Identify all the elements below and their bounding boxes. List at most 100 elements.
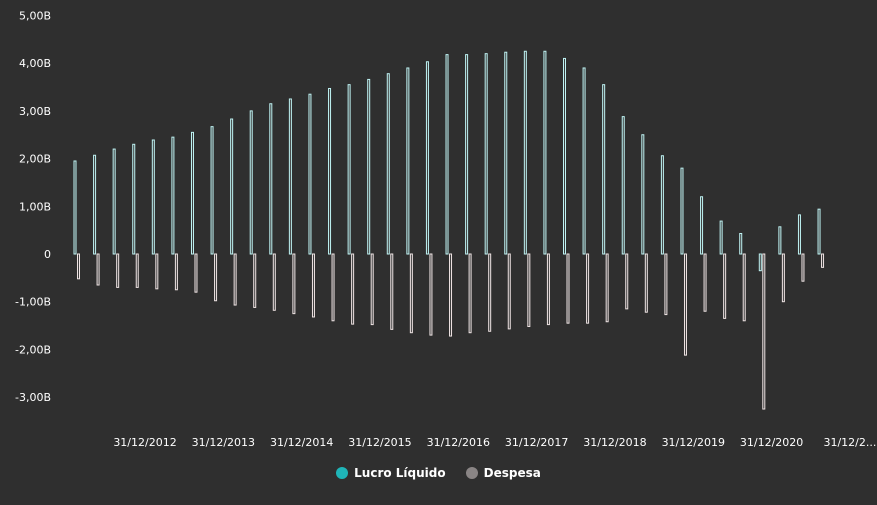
bar-despesa[interactable]: [625, 253, 629, 310]
bar-lucro-liquido[interactable]: [132, 143, 136, 255]
bar-lucro-liquido[interactable]: [386, 73, 390, 255]
x-tick-label: 31/12/2015: [348, 436, 411, 449]
bar-lucro-liquido[interactable]: [269, 103, 273, 255]
bar-despesa[interactable]: [468, 253, 472, 334]
bar-despesa[interactable]: [488, 253, 492, 332]
y-tick-label: 1,00B: [19, 200, 51, 213]
bar-lucro-liquido[interactable]: [425, 61, 429, 255]
bar-lucro-liquido[interactable]: [778, 226, 782, 255]
bar-despesa[interactable]: [409, 253, 413, 334]
bar-lucro-liquido[interactable]: [523, 50, 527, 255]
bar-despesa[interactable]: [546, 253, 550, 326]
bar-lucro-liquido[interactable]: [151, 139, 155, 255]
y-tick-label: -3,00B: [15, 391, 51, 404]
bar-despesa[interactable]: [742, 253, 746, 322]
legend: Lucro Líquido Despesa: [0, 466, 877, 480]
bar-lucro-liquido[interactable]: [817, 208, 821, 255]
bars: [73, 50, 825, 410]
bar-lucro-liquido[interactable]: [758, 253, 762, 272]
bar-despesa[interactable]: [449, 253, 453, 337]
bar-lucro-liquido[interactable]: [602, 84, 606, 255]
x-axis: 31/12/2012 31/12/2013 31/12/2014 31/12/2015…: [113, 436, 876, 449]
bar-despesa[interactable]: [116, 253, 120, 288]
bar-lucro-liquido[interactable]: [406, 67, 410, 255]
bar-lucro-liquido[interactable]: [367, 78, 371, 255]
bar-lucro-liquido[interactable]: [739, 232, 743, 255]
y-tick-label: 0: [44, 248, 51, 261]
bar-lucro-liquido[interactable]: [660, 155, 664, 255]
x-tick-label: 31/12/2013: [192, 436, 255, 449]
bar-lucro-liquido[interactable]: [230, 118, 234, 255]
bar-despesa[interactable]: [253, 253, 257, 308]
y-tick-label: -2,00B: [15, 343, 51, 356]
bar-lucro-liquido[interactable]: [347, 84, 351, 255]
bar-despesa[interactable]: [272, 253, 276, 311]
bar-despesa[interactable]: [644, 253, 648, 313]
bar-lucro-liquido[interactable]: [93, 154, 97, 255]
bar-lucro-liquido[interactable]: [797, 214, 801, 255]
bar-lucro-liquido[interactable]: [504, 51, 508, 255]
bar-despesa[interactable]: [527, 253, 531, 328]
bar-lucro-liquido[interactable]: [700, 196, 704, 255]
bar-lucro-liquido[interactable]: [641, 134, 645, 255]
legend-swatch-lucro: [336, 467, 349, 479]
bar-lucro-liquido[interactable]: [328, 87, 332, 255]
y-tick-label: 5,00B: [19, 10, 51, 23]
bar-lucro-liquido[interactable]: [171, 136, 175, 255]
bar-despesa[interactable]: [155, 253, 159, 290]
bar-despesa[interactable]: [370, 253, 374, 326]
bar-despesa[interactable]: [683, 253, 687, 356]
bar-lucro-liquido[interactable]: [563, 57, 566, 255]
bar-lucro-liquido[interactable]: [484, 53, 488, 255]
bar-despesa[interactable]: [292, 253, 296, 315]
bar-despesa[interactable]: [331, 253, 335, 322]
bar-despesa[interactable]: [194, 253, 198, 293]
bar-despesa[interactable]: [762, 253, 766, 410]
bar-lucro-liquido[interactable]: [288, 98, 292, 255]
bar-lucro-liquido[interactable]: [73, 160, 77, 255]
bar-despesa[interactable]: [801, 253, 805, 282]
legend-swatch-despesa: [465, 467, 478, 479]
bar-despesa[interactable]: [664, 253, 668, 316]
bar-despesa[interactable]: [135, 253, 139, 288]
bar-despesa[interactable]: [605, 253, 609, 323]
bar-lucro-liquido[interactable]: [582, 67, 586, 255]
y-tick-label: -1,00B: [15, 296, 51, 309]
bar-despesa[interactable]: [507, 253, 511, 330]
bar-lucro-liquido[interactable]: [190, 131, 194, 255]
bar-despesa[interactable]: [96, 253, 100, 286]
bar-lucro-liquido[interactable]: [249, 110, 253, 255]
y-axis: 5,00B 4,00B 3,00B 2,00B 1,00B 0 -1,00B -2,00B -3…: [15, 10, 51, 405]
bar-despesa[interactable]: [390, 253, 394, 330]
bar-despesa[interactable]: [174, 253, 178, 291]
bar-despesa[interactable]: [77, 253, 80, 280]
bar-despesa[interactable]: [566, 253, 570, 324]
legend-label-lucro: Lucro Líquido: [354, 466, 446, 480]
bar-lucro-liquido[interactable]: [465, 54, 469, 255]
bar-lucro-liquido[interactable]: [719, 220, 723, 255]
legend-item-lucro[interactable]: Lucro Líquido: [336, 466, 446, 480]
bar-despesa[interactable]: [233, 253, 237, 306]
bar-despesa[interactable]: [821, 253, 825, 268]
x-tick-label: 31/12/2014: [270, 436, 333, 449]
bar-lucro-liquido[interactable]: [543, 50, 547, 255]
bar-despesa[interactable]: [214, 253, 218, 302]
bar-lucro-liquido[interactable]: [210, 126, 214, 255]
bar-lucro-liquido[interactable]: [621, 116, 625, 255]
bar-despesa[interactable]: [703, 253, 707, 312]
legend-item-despesa[interactable]: Despesa: [465, 466, 541, 480]
bar-despesa[interactable]: [723, 253, 727, 319]
x-tick-label: 31/12/2...: [823, 436, 876, 449]
bar-lucro-liquido[interactable]: [445, 54, 449, 255]
bar-lucro-liquido[interactable]: [680, 167, 684, 255]
bar-despesa[interactable]: [586, 253, 590, 324]
bar-despesa[interactable]: [311, 253, 315, 318]
x-tick-label: 31/12/2019: [662, 436, 725, 449]
bar-lucro-liquido[interactable]: [308, 93, 312, 255]
x-tick-label: 31/12/2012: [113, 436, 176, 449]
bar-despesa[interactable]: [351, 253, 355, 325]
bar-despesa[interactable]: [429, 253, 433, 336]
bar-lucro-liquido[interactable]: [112, 148, 116, 255]
bar-despesa[interactable]: [781, 253, 785, 303]
